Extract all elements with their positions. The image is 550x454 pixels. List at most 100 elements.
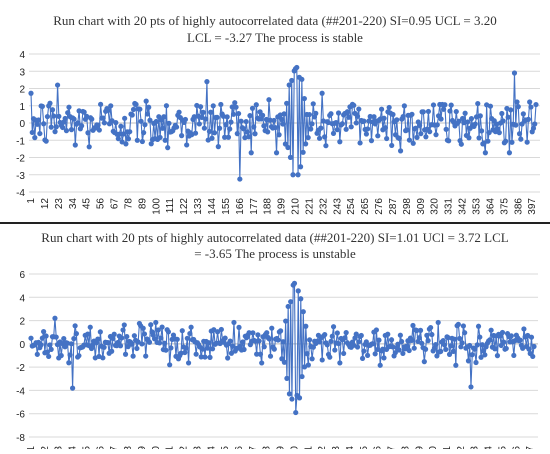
data-point	[356, 106, 362, 112]
data-point	[187, 330, 193, 337]
x-tick-label: 155	[220, 446, 231, 449]
data-point	[327, 354, 333, 360]
x-tick-label: 122	[179, 198, 190, 215]
data-point	[147, 117, 153, 123]
data-point	[448, 343, 454, 349]
x-tick-label: 177	[248, 446, 259, 449]
data-point	[75, 120, 81, 126]
data-point	[206, 128, 213, 135]
data-point	[333, 120, 339, 126]
data-point	[297, 164, 304, 170]
data-point	[532, 121, 538, 127]
data-point	[467, 342, 473, 349]
data-point	[378, 106, 385, 112]
data-point	[129, 341, 135, 347]
data-point	[468, 384, 474, 390]
data-point	[68, 127, 75, 133]
data-point	[330, 324, 337, 330]
data-point	[232, 100, 238, 106]
data-point	[109, 348, 115, 354]
data-point	[295, 288, 301, 294]
data-point	[515, 104, 521, 110]
data-point	[208, 109, 214, 115]
data-point	[389, 142, 395, 149]
data-point	[224, 114, 230, 120]
data-point	[285, 144, 291, 151]
data-point	[400, 114, 406, 120]
data-point	[525, 116, 532, 122]
data-point	[341, 350, 347, 357]
data-point	[201, 125, 207, 131]
data-point	[162, 137, 168, 143]
data-point	[304, 351, 310, 357]
data-point	[419, 340, 425, 346]
data-point	[433, 342, 439, 348]
data-point	[283, 318, 289, 324]
data-point	[385, 331, 391, 337]
data-point	[299, 76, 305, 82]
data-point	[451, 336, 458, 342]
data-point	[261, 344, 267, 350]
data-point	[223, 122, 229, 128]
data-point	[119, 335, 125, 341]
data-point	[139, 341, 145, 347]
data-point	[291, 280, 298, 286]
data-point	[236, 324, 242, 330]
data-point	[526, 346, 532, 352]
x-tick-label: 56	[96, 198, 107, 210]
data-point	[143, 98, 149, 104]
data-point	[218, 326, 224, 333]
data-point	[469, 352, 475, 358]
data-point	[303, 323, 309, 329]
data-point	[516, 131, 523, 137]
data-point	[249, 105, 256, 111]
data-point	[228, 350, 235, 356]
data-point	[371, 114, 377, 120]
data-point	[209, 135, 215, 141]
data-point	[118, 123, 124, 129]
data-point	[399, 338, 405, 345]
data-point	[225, 355, 231, 361]
data-point	[100, 355, 106, 361]
data-point	[298, 296, 304, 302]
data-point	[429, 331, 435, 338]
data-point	[98, 101, 104, 107]
data-point	[425, 338, 431, 344]
data-point	[233, 104, 239, 110]
data-point	[162, 340, 168, 346]
data-point	[72, 323, 78, 329]
data-point	[49, 107, 56, 113]
data-point	[443, 346, 449, 353]
data-point	[410, 322, 416, 329]
data-point	[241, 126, 247, 132]
data-point	[39, 335, 45, 341]
data-point	[287, 154, 294, 160]
y-tick-label: 2	[19, 317, 25, 328]
data-point	[462, 110, 468, 116]
data-point	[285, 303, 291, 310]
x-tick-label: 144	[206, 446, 217, 449]
data-point	[271, 117, 277, 124]
data-point	[143, 353, 149, 359]
data-point	[288, 299, 294, 305]
data-point	[353, 120, 359, 126]
y-tick-label: -6	[16, 410, 25, 421]
data-point	[179, 133, 185, 139]
data-point	[329, 333, 335, 339]
data-point	[289, 77, 295, 84]
data-point	[123, 141, 129, 147]
data-point	[307, 337, 313, 343]
data-point	[425, 108, 432, 115]
data-point	[34, 351, 40, 357]
x-tick-label: 67	[110, 198, 121, 210]
data-point	[459, 340, 465, 346]
data-point	[420, 109, 426, 115]
data-point	[46, 353, 52, 360]
data-point	[176, 109, 182, 115]
data-point	[488, 327, 494, 333]
data-point	[290, 172, 296, 178]
data-point	[423, 134, 429, 140]
data-point	[264, 330, 270, 336]
data-point	[51, 113, 57, 119]
